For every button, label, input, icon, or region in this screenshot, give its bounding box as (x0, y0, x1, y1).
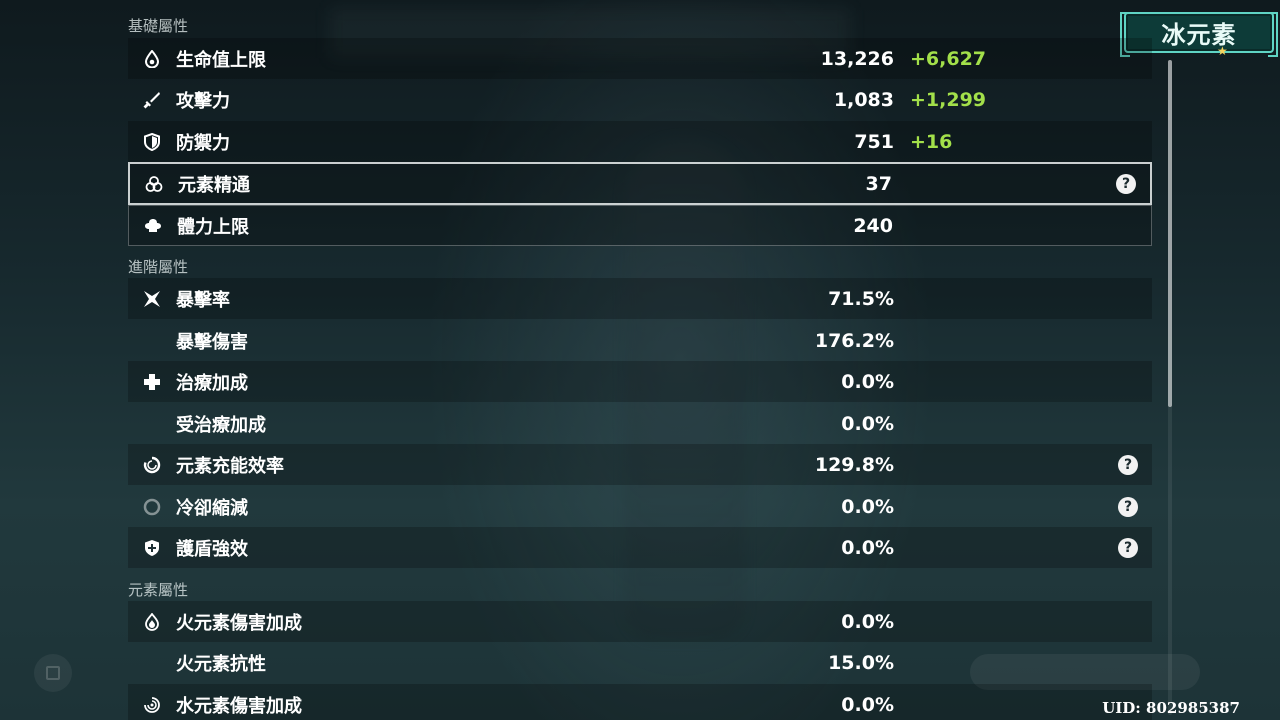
stat-value: 71.5% (828, 287, 894, 310)
stat-row-def[interactable]: 防禦力 751 +16 (128, 121, 1152, 162)
stat-label: 元素充能效率 (176, 455, 284, 477)
hp-drop-icon (142, 49, 162, 69)
stat-row-energy-recharge[interactable]: 元素充能效率 129.8% ? (128, 444, 1152, 485)
stat-value: 37 (865, 172, 892, 195)
shield-strength-icon (142, 538, 162, 558)
stat-label: 生命值上限 (176, 49, 266, 71)
cooldown-icon (142, 497, 162, 517)
stat-label: 水元素傷害加成 (176, 695, 302, 717)
stat-row-crit-dmg[interactable]: 暴擊傷害 176.2% (128, 320, 1152, 361)
stat-row-pyro-dmg[interactable]: 火元素傷害加成 0.0% (128, 601, 1152, 642)
section-title-advanced: 進階屬性 (128, 258, 189, 276)
elemental-mastery-icon (144, 174, 164, 194)
stat-value: 0.0% (841, 610, 894, 633)
help-icon[interactable]: ? (1116, 173, 1136, 194)
stat-label: 火元素傷害加成 (176, 612, 302, 634)
stat-row-max-hp[interactable]: 生命值上限 13,226 +6,627 (128, 38, 1152, 79)
stat-label: 受治療加成 (176, 414, 266, 436)
stat-label: 護盾強效 (176, 538, 248, 560)
stat-value: 15.0% (828, 651, 894, 674)
shield-icon (142, 132, 162, 152)
stat-label: 治療加成 (176, 372, 248, 394)
scrollbar-thumb[interactable] (1168, 60, 1172, 407)
stat-bonus: +16 (910, 130, 953, 153)
stat-row-incoming-healing[interactable]: 受治療加成 0.0% (128, 403, 1152, 444)
help-icon[interactable]: ? (1118, 537, 1138, 558)
stat-row-elemental-mastery[interactable]: 元素精通 37 ? (128, 162, 1152, 205)
stat-row-max-stamina[interactable]: 體力上限 240 (128, 205, 1152, 246)
stat-label: 暴擊傷害 (176, 331, 248, 353)
stat-label: 元素精通 (178, 174, 250, 196)
stat-value: 0.0% (841, 536, 894, 559)
sword-icon (142, 90, 162, 110)
background-pill-button[interactable] (970, 654, 1200, 690)
grid-icon (46, 666, 60, 680)
stat-row-healing-bonus[interactable]: 治療加成 0.0% (128, 361, 1152, 402)
stat-value: 240 (853, 214, 893, 237)
healing-cross-icon (142, 372, 162, 392)
stat-label: 體力上限 (177, 216, 249, 238)
menu-button[interactable] (34, 654, 72, 692)
stat-row-hydro-dmg[interactable]: 水元素傷害加成 0.0% (128, 684, 1152, 720)
stat-bonus: +6,627 (910, 47, 987, 70)
stat-value: 0.0% (841, 693, 894, 716)
stat-label: 冷卻縮減 (176, 497, 248, 519)
stat-value: 13,226 (820, 47, 894, 70)
energy-recharge-icon (142, 455, 162, 475)
stat-value: 0.0% (841, 370, 894, 393)
crit-rate-icon (142, 289, 162, 309)
background-header-blur (330, 8, 850, 58)
stat-value: 129.8% (814, 453, 894, 476)
stat-value: 751 (854, 130, 894, 153)
stat-bonus: +1,299 (910, 88, 987, 111)
section-title-basic: 基礎屬性 (128, 17, 189, 35)
section-title-elemental: 元素屬性 (128, 581, 189, 599)
stat-label: 攻擊力 (176, 90, 230, 112)
stat-value: 0.0% (841, 412, 894, 435)
stat-value: 0.0% (841, 495, 894, 518)
stat-row-atk[interactable]: 攻擊力 1,083 +1,299 (128, 79, 1152, 120)
help-icon[interactable]: ? (1118, 454, 1138, 475)
stamina-icon (143, 216, 163, 236)
help-icon[interactable]: ? (1118, 496, 1138, 517)
stat-value: 176.2% (814, 329, 894, 352)
star-icon: ★ (1217, 44, 1228, 58)
stat-row-shield-strength[interactable]: 護盾強效 0.0% ? (128, 527, 1152, 568)
stat-row-crit-rate[interactable]: 暴擊率 71.5% (128, 278, 1152, 319)
hydro-icon (142, 695, 162, 715)
character-silhouette (625, 140, 745, 640)
stat-label: 暴擊率 (176, 289, 230, 311)
element-badge: 冰元素 (1120, 12, 1278, 57)
stat-row-pyro-res[interactable]: 火元素抗性 15.0% (128, 642, 1152, 683)
pyro-icon (142, 612, 162, 632)
stat-label: 防禦力 (176, 132, 230, 154)
stat-label: 火元素抗性 (176, 653, 266, 675)
stat-row-cd-reduction[interactable]: 冷卻縮減 0.0% ? (128, 486, 1152, 527)
uid-label: UID: 802985387 (1102, 699, 1240, 717)
stat-value: 1,083 (833, 88, 894, 111)
